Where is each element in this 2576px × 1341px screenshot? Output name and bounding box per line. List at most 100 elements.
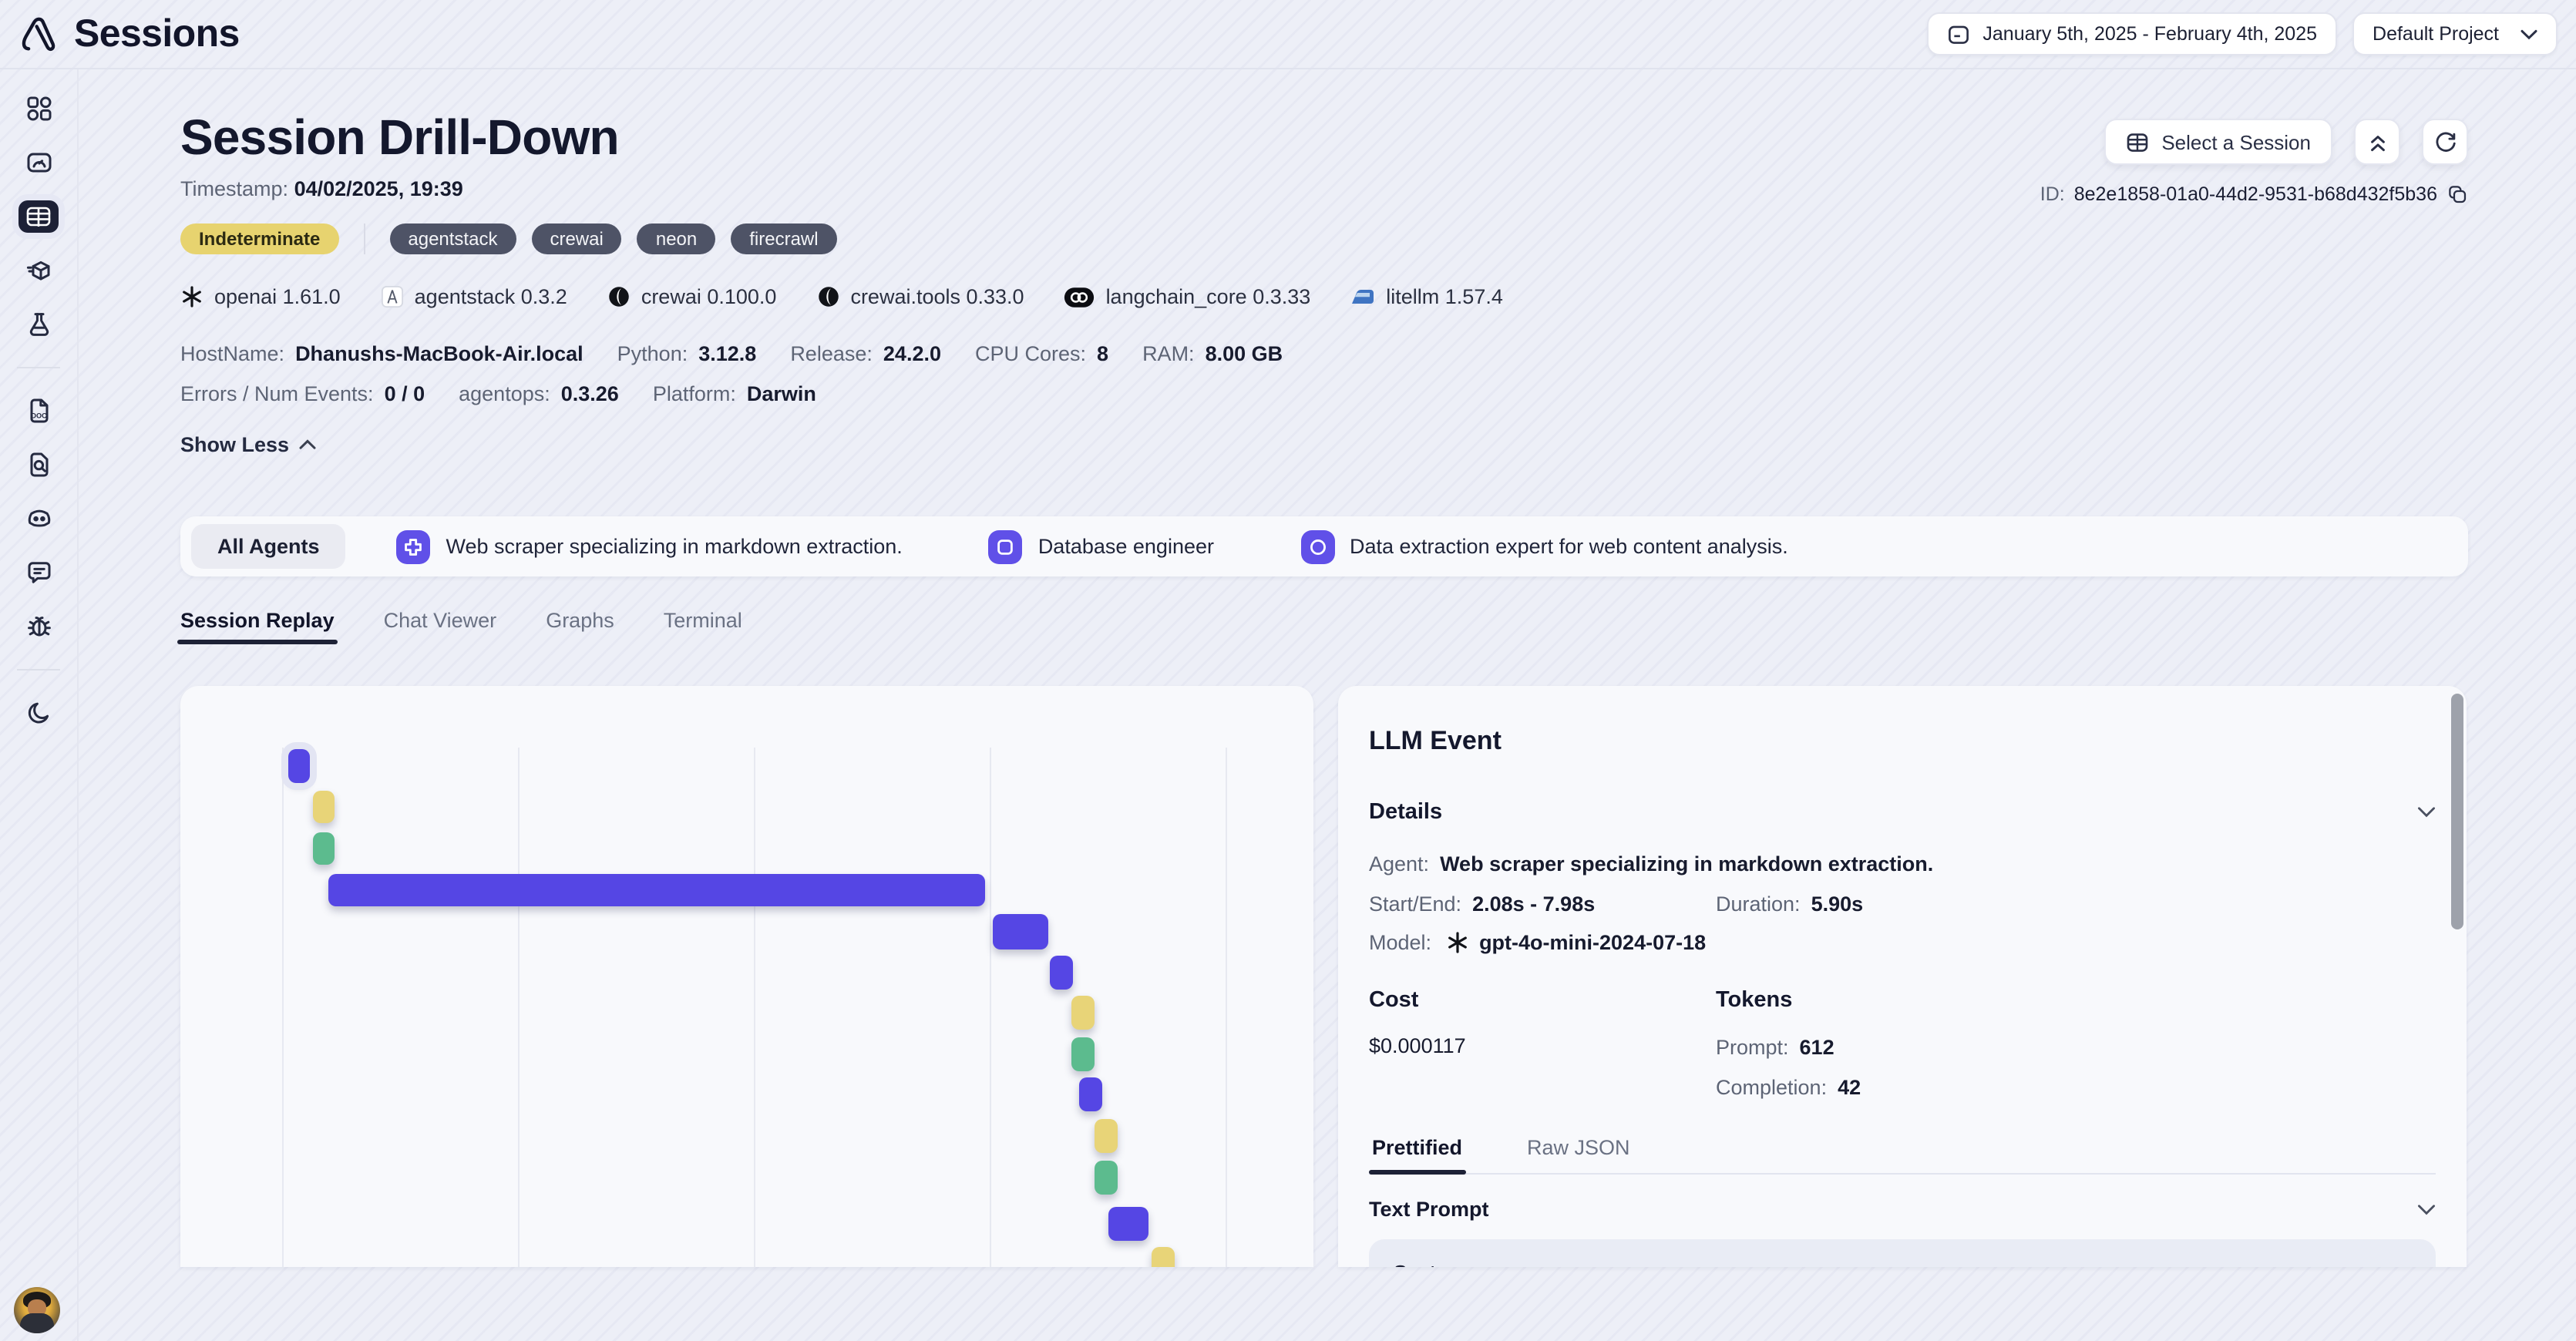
- package-version-agentstack: agentstack 0.3.2: [381, 285, 567, 308]
- replay-event-bar-purple[interactable]: [328, 874, 985, 906]
- app-title: Sessions: [74, 12, 240, 55]
- tag-pill: crewai: [531, 224, 622, 254]
- agentstack-icon: [381, 285, 404, 308]
- event-detail-panel: LLM Event Details Agent: Web scraper spe…: [1338, 686, 2467, 1267]
- host-info-label: agentops:: [459, 382, 550, 405]
- host-info-pair: Errors / Num Events: 0 / 0: [180, 382, 425, 405]
- package-version-label: crewai.tools 0.33.0: [850, 285, 1024, 308]
- tag-pill: agentstack: [389, 224, 516, 254]
- replay-event-bar-green[interactable]: [1095, 1161, 1118, 1195]
- session-replay-chart: [180, 686, 1313, 1267]
- replay-event-bar-yellow[interactable]: [1071, 996, 1095, 1030]
- replay-event-bar-purple[interactable]: [1079, 1077, 1102, 1111]
- sidebar-item-docs-file[interactable]: DOC: [0, 384, 77, 438]
- top-bar: Sessions January 5th, 2025 - February 4t…: [0, 0, 2576, 69]
- prompt-tokens-row: Prompt: 612: [1716, 1034, 2436, 1062]
- replay-event-bar-yellow[interactable]: [313, 791, 335, 823]
- main-tabs: Session Replay Chat Viewer Graphs Terminal: [177, 609, 2468, 644]
- sessions-table-icon: [18, 200, 59, 233]
- event-panel-scrollbar: [2451, 691, 2463, 1262]
- agent-filter-chip[interactable]: Data extraction expert for web content a…: [1300, 529, 1788, 563]
- sidebar-item-evals-flask[interactable]: [0, 297, 77, 351]
- replay-event-bar-purple[interactable]: [1108, 1207, 1148, 1241]
- sidebar-item-feedback-chat[interactable]: [0, 546, 77, 600]
- agent-filter-chip[interactable]: Web scraper specializing in markdown ext…: [396, 529, 903, 563]
- sidebar-item-dark-mode-moon[interactable]: [0, 686, 77, 740]
- tab-terminal[interactable]: Terminal: [663, 609, 742, 632]
- agent-filter-chip[interactable]: Database engineer: [988, 529, 1214, 563]
- host-info-label: CPU Cores:: [975, 342, 1087, 365]
- completion-label: Completion:: [1716, 1076, 1828, 1099]
- agents-list: Web scraper specializing in markdown ext…: [346, 529, 1788, 563]
- tags-row: Indeterminate agentstack crewai neon firecr…: [180, 224, 2468, 254]
- agentops-logo-icon: [15, 9, 65, 59]
- select-session-button[interactable]: Select a Session: [2104, 119, 2332, 165]
- chevron-up-icon: [298, 439, 315, 449]
- sidebar-item-file-search[interactable]: [0, 438, 77, 492]
- package-version-crewai: crewai 0.100.0: [607, 285, 776, 308]
- project-selector[interactable]: Default Project: [2352, 12, 2558, 55]
- host-info-value: 24.2.0: [883, 342, 941, 365]
- bug-report-icon: [25, 613, 52, 640]
- header-buttons: Select a Session: [2104, 119, 2468, 165]
- litellm-icon: [1350, 287, 1375, 307]
- text-prompt-header[interactable]: Text Prompt: [1369, 1198, 2436, 1221]
- agent-plus-icon: [396, 529, 431, 563]
- chart-gridline: [990, 748, 991, 1267]
- user-avatar[interactable]: [14, 1287, 60, 1333]
- refresh-button[interactable]: [2422, 119, 2468, 165]
- chevron-down-icon: [2521, 29, 2537, 39]
- docs-file-icon: DOC: [25, 398, 52, 424]
- tag-list: agentstack crewai neon firecrawl: [389, 224, 837, 254]
- collapse-button[interactable]: [2354, 119, 2400, 165]
- start-end-value: 2.08s - 7.98s: [1472, 892, 1596, 916]
- host-info-pair: RAM: 8.00 GB: [1142, 342, 1283, 365]
- agents-filter-bar: All Agents Web scraper specializing in m…: [180, 516, 2468, 576]
- timestamp-row: Timestamp: 04/02/2025, 19:39: [180, 176, 2468, 203]
- host-info-label: RAM:: [1142, 342, 1195, 365]
- show-less-toggle[interactable]: Show Less: [180, 433, 315, 456]
- feedback-chat-icon: [25, 560, 52, 586]
- replay-event-bar-purple[interactable]: [993, 914, 1048, 949]
- show-less-label: Show Less: [180, 433, 290, 456]
- host-info-value: 0.3.26: [560, 382, 619, 405]
- system-prompt-box: System: You are Web scraper specializing…: [1369, 1239, 2436, 1267]
- replay-event-bar-yellow[interactable]: [1095, 1119, 1118, 1153]
- chevrons-up-icon: [2370, 135, 2384, 151]
- replay-event-bar-green[interactable]: [1071, 1037, 1095, 1071]
- sidebar-item-packages-box[interactable]: [0, 244, 77, 297]
- package-versions-row: openai 1.61.0 agentstack 0.3.2 crewai 0.10…: [180, 285, 2468, 308]
- agent-label: Agent:: [1369, 852, 1430, 876]
- tab-session-replay[interactable]: Session Replay: [177, 609, 338, 644]
- view-tab-raw-json[interactable]: Raw JSON: [1527, 1136, 1630, 1159]
- host-info-label: Errors / Num Events:: [180, 382, 374, 405]
- all-agents-chip[interactable]: All Agents: [191, 524, 346, 569]
- date-range-picker[interactable]: January 5th, 2025 - February 4th, 2025: [1927, 12, 2338, 55]
- details-section-header[interactable]: Details: [1369, 800, 2436, 825]
- host-info-value: 8.00 GB: [1205, 342, 1283, 365]
- status-badge: Indeterminate: [180, 224, 339, 254]
- sidebar-item-bug-report[interactable]: [0, 600, 77, 654]
- tab-graphs[interactable]: Graphs: [546, 609, 614, 632]
- tag-separator: [363, 224, 365, 254]
- replay-event-bar-purple[interactable]: [288, 749, 310, 783]
- overview-gauge-icon: [25, 150, 52, 176]
- copy-icon[interactable]: [2447, 183, 2468, 205]
- prompt-value: 612: [1799, 1036, 1834, 1059]
- cost-tokens-section: Cost $0.000117 Tokens Prompt: 612 Comple…: [1369, 988, 2436, 1102]
- replay-event-bar-yellow[interactable]: [1152, 1247, 1175, 1267]
- host-info-pair: agentops: 0.3.26: [459, 382, 619, 405]
- tab-chat-viewer[interactable]: Chat Viewer: [383, 609, 497, 632]
- content-row: LLM Event Details Agent: Web scraper spe…: [180, 686, 2468, 1267]
- replay-event-bar-green[interactable]: [313, 832, 335, 865]
- sidebar-item-dashboard-grid[interactable]: [0, 82, 77, 136]
- package-version-label: openai 1.61.0: [214, 285, 341, 308]
- view-tab-prettified[interactable]: Prettified: [1369, 1136, 1465, 1175]
- scrollbar-thumb[interactable]: [2451, 694, 2463, 929]
- sidebar-item-discord[interactable]: [0, 492, 77, 546]
- sidebar-item-sessions-table[interactable]: [0, 190, 77, 244]
- replay-event-bar-purple[interactable]: [1050, 956, 1073, 990]
- sidebar-item-overview-gauge[interactable]: [0, 136, 77, 190]
- host-info-value: 8: [1097, 342, 1109, 365]
- crewai-icon: [816, 285, 839, 308]
